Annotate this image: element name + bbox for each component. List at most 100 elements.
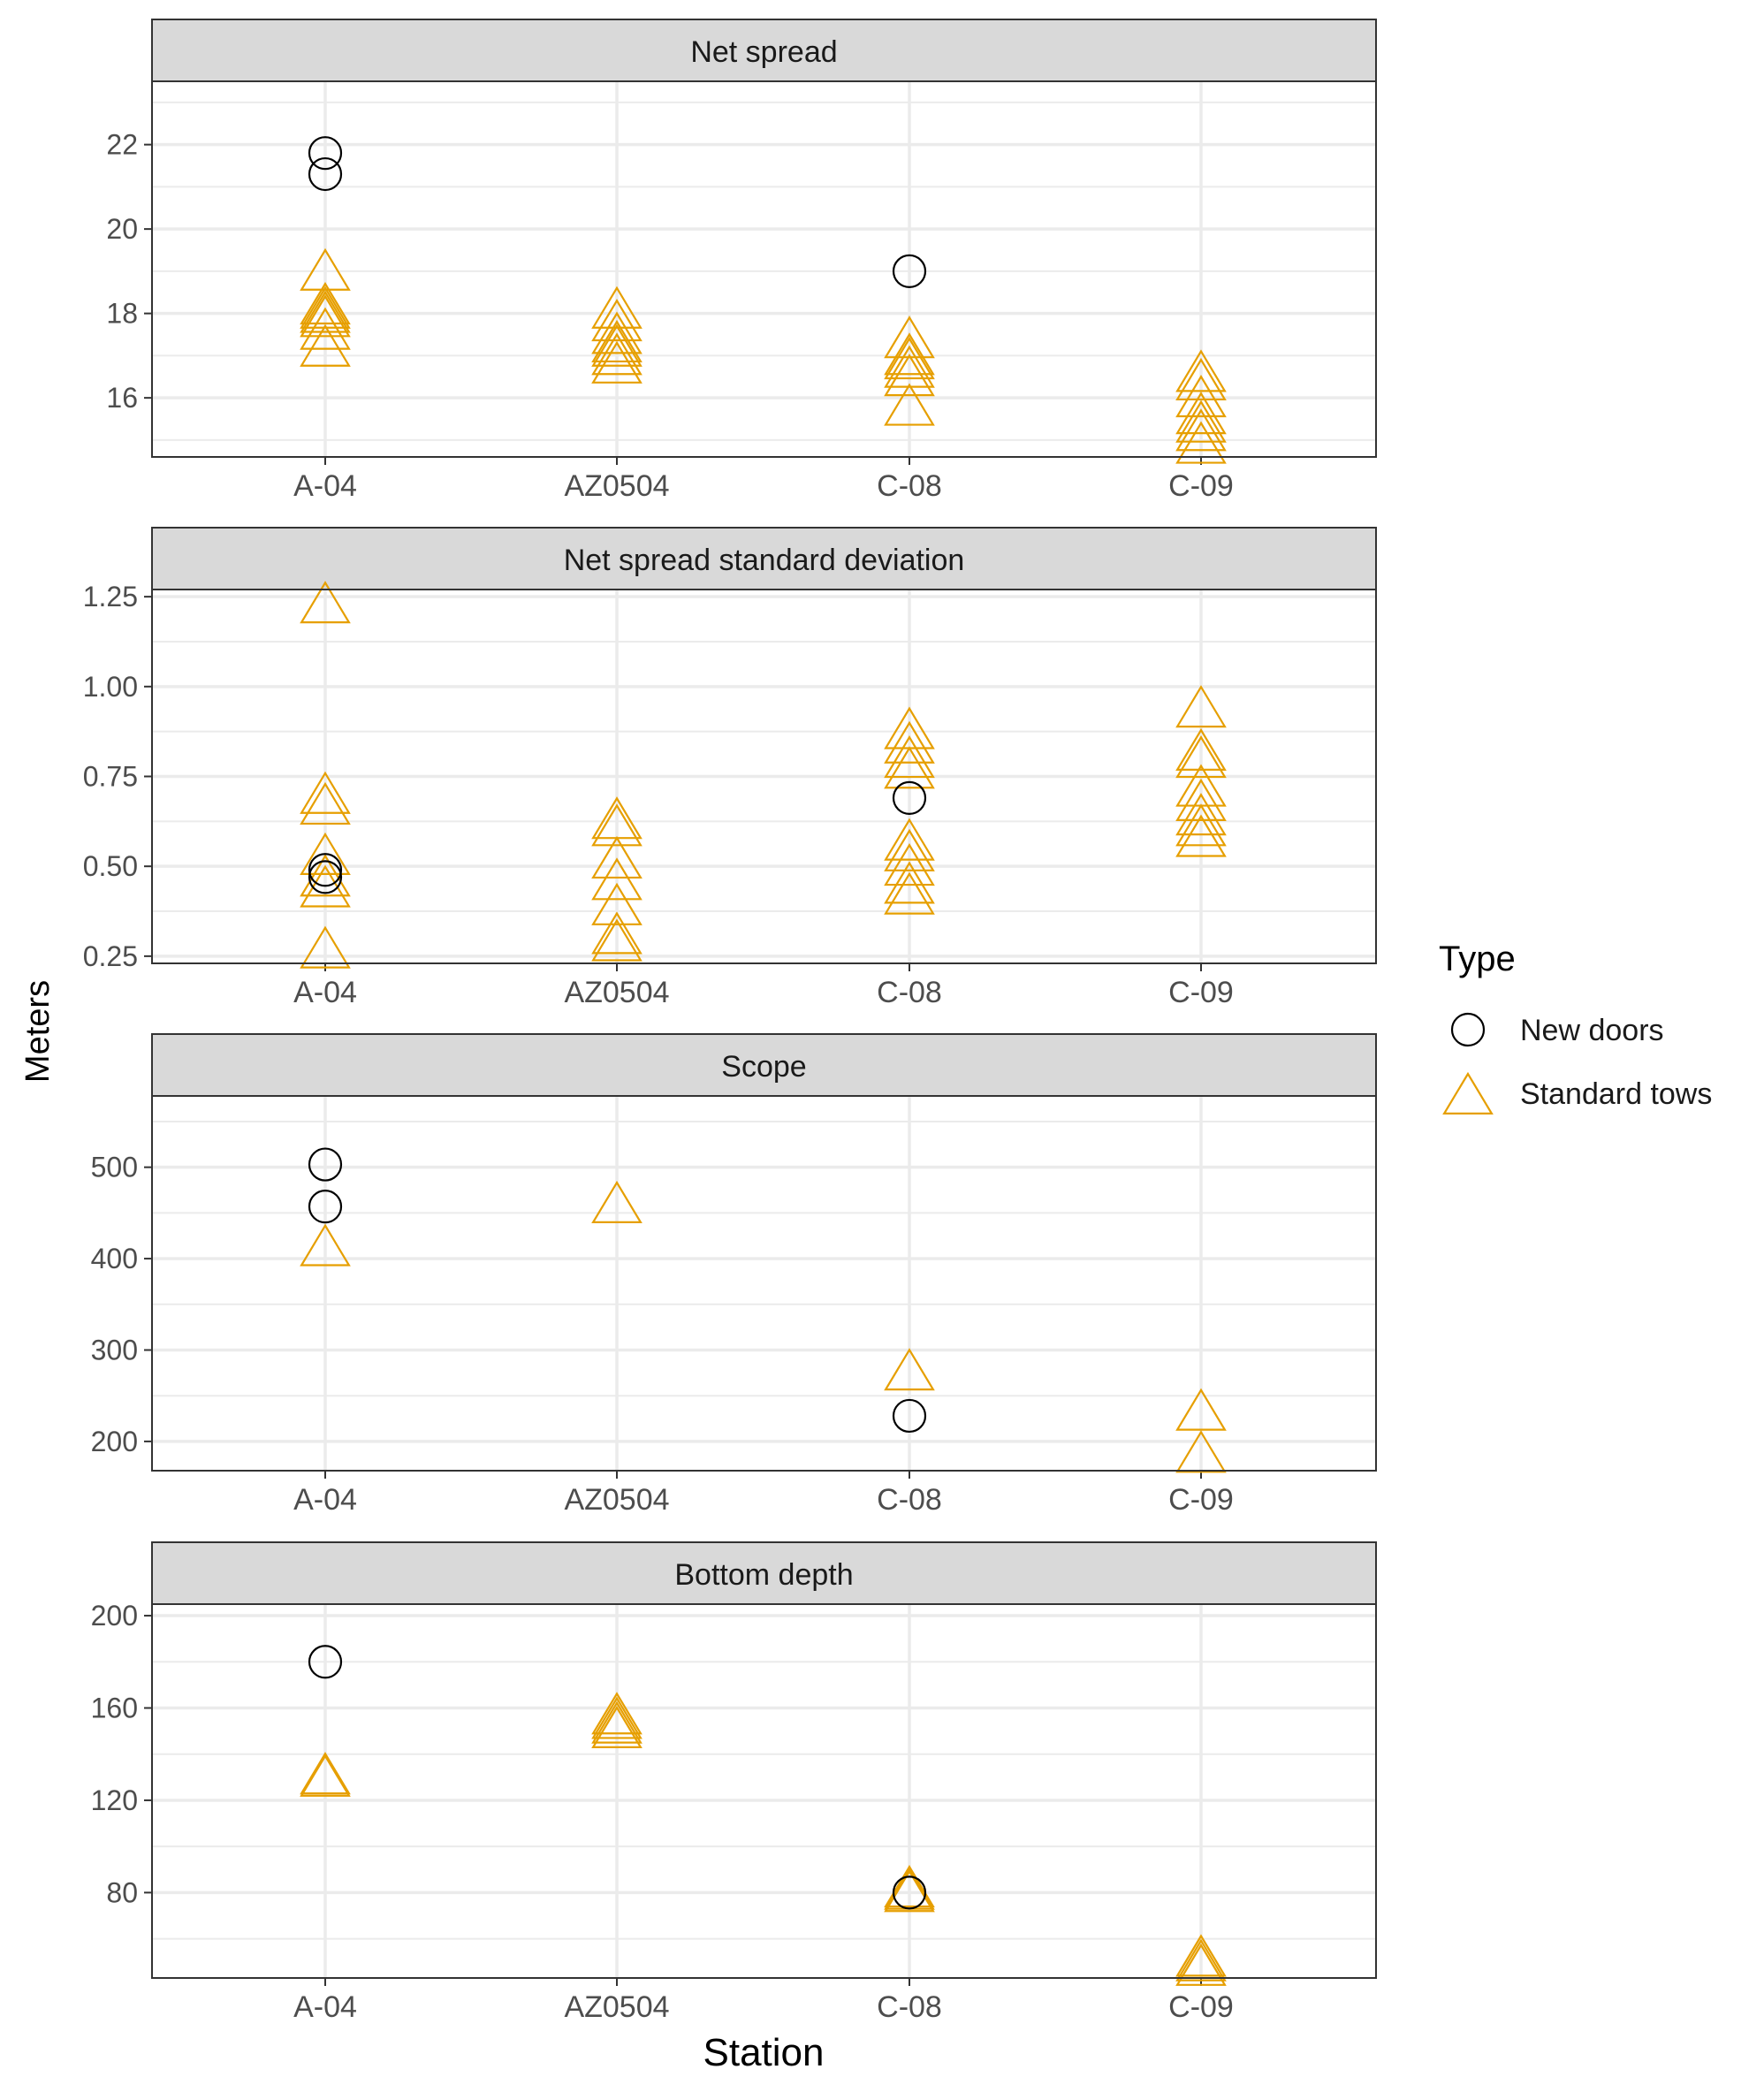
panel-border <box>151 1603 1377 1979</box>
point-standard-tows <box>591 311 642 354</box>
legend-circle-icon <box>1450 1012 1486 1047</box>
point-standard-tows <box>1175 1388 1227 1431</box>
point-standard-tows <box>1175 1430 1227 1473</box>
point-standard-tows <box>884 861 935 904</box>
y-tick-label: 0.50 <box>83 850 138 882</box>
data-points <box>300 581 1227 969</box>
x-tick-label: A-04 <box>293 976 357 1009</box>
legend-entries: New doors Standard tows <box>1442 1012 1712 1114</box>
point-new-doors <box>308 1190 343 1224</box>
facet-panel-2: Net spread standard deviation 0.25 0.50 0.7… <box>83 527 1377 1009</box>
point-standard-tows <box>1175 814 1227 857</box>
point-new-doors <box>308 136 343 171</box>
y-tick-label: 1.25 <box>83 581 138 612</box>
facet-panel-3: Scope 200 300 400 500 A-04 AZ0504 C-08 C-09 <box>91 1033 1377 1517</box>
x-tick-label: AZ0504 <box>564 1483 669 1517</box>
legend-key <box>1442 1071 1494 1114</box>
point-standard-tows <box>591 1696 642 1739</box>
point-standard-tows <box>1175 735 1227 779</box>
panel-border <box>151 1095 1377 1472</box>
data-points <box>300 1147 1227 1473</box>
legend-label: Standard tows <box>1520 1077 1712 1111</box>
point-new-doors <box>892 1398 927 1434</box>
y-tick-label: 160 <box>91 1693 138 1724</box>
point-standard-tows <box>591 1180 642 1224</box>
point-standard-tows <box>1175 399 1227 443</box>
point-standard-tows <box>300 832 351 875</box>
y-tick-label: 400 <box>91 1243 138 1274</box>
facet-panel-4: Bottom depth 80 120 160 200 A-04 AZ0504 C-08 C-0… <box>91 1541 1377 2024</box>
y-tick-label: 500 <box>91 1152 138 1183</box>
panel-border <box>151 80 1377 458</box>
gridlines <box>152 81 1376 457</box>
y-tick-label: 18 <box>106 298 138 330</box>
point-standard-tows <box>884 1869 935 1913</box>
gridlines <box>152 1096 1376 1471</box>
point-standard-tows <box>1175 408 1227 452</box>
point-new-doors <box>892 1875 927 1910</box>
x-tick-label: C-09 <box>1168 976 1234 1009</box>
point-standard-tows <box>1175 392 1227 435</box>
point-standard-tows <box>591 1705 642 1748</box>
point-standard-tows <box>300 323 351 367</box>
point-standard-tows <box>1175 357 1227 401</box>
data-points <box>300 1645 1227 1986</box>
point-new-doors <box>892 780 927 816</box>
point-standard-tows <box>1175 685 1227 728</box>
point-standard-tows <box>300 290 351 333</box>
point-standard-tows <box>591 323 642 367</box>
y-tick-label: 16 <box>106 382 138 414</box>
x-tick-label: C-09 <box>1168 469 1234 503</box>
point-standard-tows <box>1175 349 1227 392</box>
x-tick-label: AZ0504 <box>564 1990 669 2024</box>
y-tick-label: 120 <box>91 1784 138 1816</box>
facet-title: Scope <box>721 1050 806 1084</box>
point-new-doors <box>308 1147 343 1182</box>
point-standard-tows <box>591 299 642 342</box>
point-standard-tows <box>300 771 351 814</box>
x-tick-label: C-08 <box>877 1483 942 1517</box>
point-standard-tows <box>884 720 935 764</box>
point-standard-tows <box>1175 375 1227 418</box>
gridlines <box>152 1604 1376 1978</box>
point-standard-tows <box>591 340 642 384</box>
point-standard-tows <box>300 1752 351 1795</box>
x-tick-label: C-09 <box>1168 1483 1234 1517</box>
point-standard-tows <box>884 332 935 376</box>
point-standard-tows <box>591 857 642 901</box>
facet-title: Bottom depth <box>674 1558 853 1592</box>
x-tick-label: C-08 <box>877 1990 942 2024</box>
x-tick-label: A-04 <box>293 1990 357 2024</box>
x-tick-label: A-04 <box>293 469 357 503</box>
point-standard-tows <box>884 354 935 397</box>
plot-background <box>152 1604 1376 1978</box>
y-tick-label: 20 <box>106 213 138 245</box>
legend-title: Type <box>1439 939 1516 978</box>
x-tick-label: AZ0504 <box>564 469 669 503</box>
gridlines <box>152 590 1376 963</box>
facet-panel-1: Net spread 16 18 20 22 A-04 AZ0504 C-08 C-09 <box>106 19 1377 503</box>
point-new-doors <box>308 860 343 894</box>
point-new-doors <box>308 156 343 192</box>
legend-label: New doors <box>1520 1014 1664 1047</box>
point-standard-tows <box>300 925 351 969</box>
legend: Type New doors Standard tows <box>1439 939 1712 1114</box>
point-standard-tows <box>884 871 935 915</box>
point-standard-tows <box>1175 727 1227 772</box>
point-standard-tows <box>884 383 935 426</box>
point-standard-tows <box>1175 1943 1227 1986</box>
x-tick-label: C-08 <box>877 976 942 1009</box>
x-tick-label: AZ0504 <box>564 976 669 1009</box>
point-standard-tows <box>591 1692 642 1735</box>
point-new-doors <box>892 254 927 288</box>
point-standard-tows <box>591 918 642 962</box>
panel-border <box>151 589 1377 964</box>
point-standard-tows <box>591 835 642 879</box>
point-standard-tows <box>884 746 935 789</box>
x-tick-label: C-08 <box>877 469 942 503</box>
point-standard-tows <box>300 281 351 325</box>
point-standard-tows <box>1175 803 1227 847</box>
